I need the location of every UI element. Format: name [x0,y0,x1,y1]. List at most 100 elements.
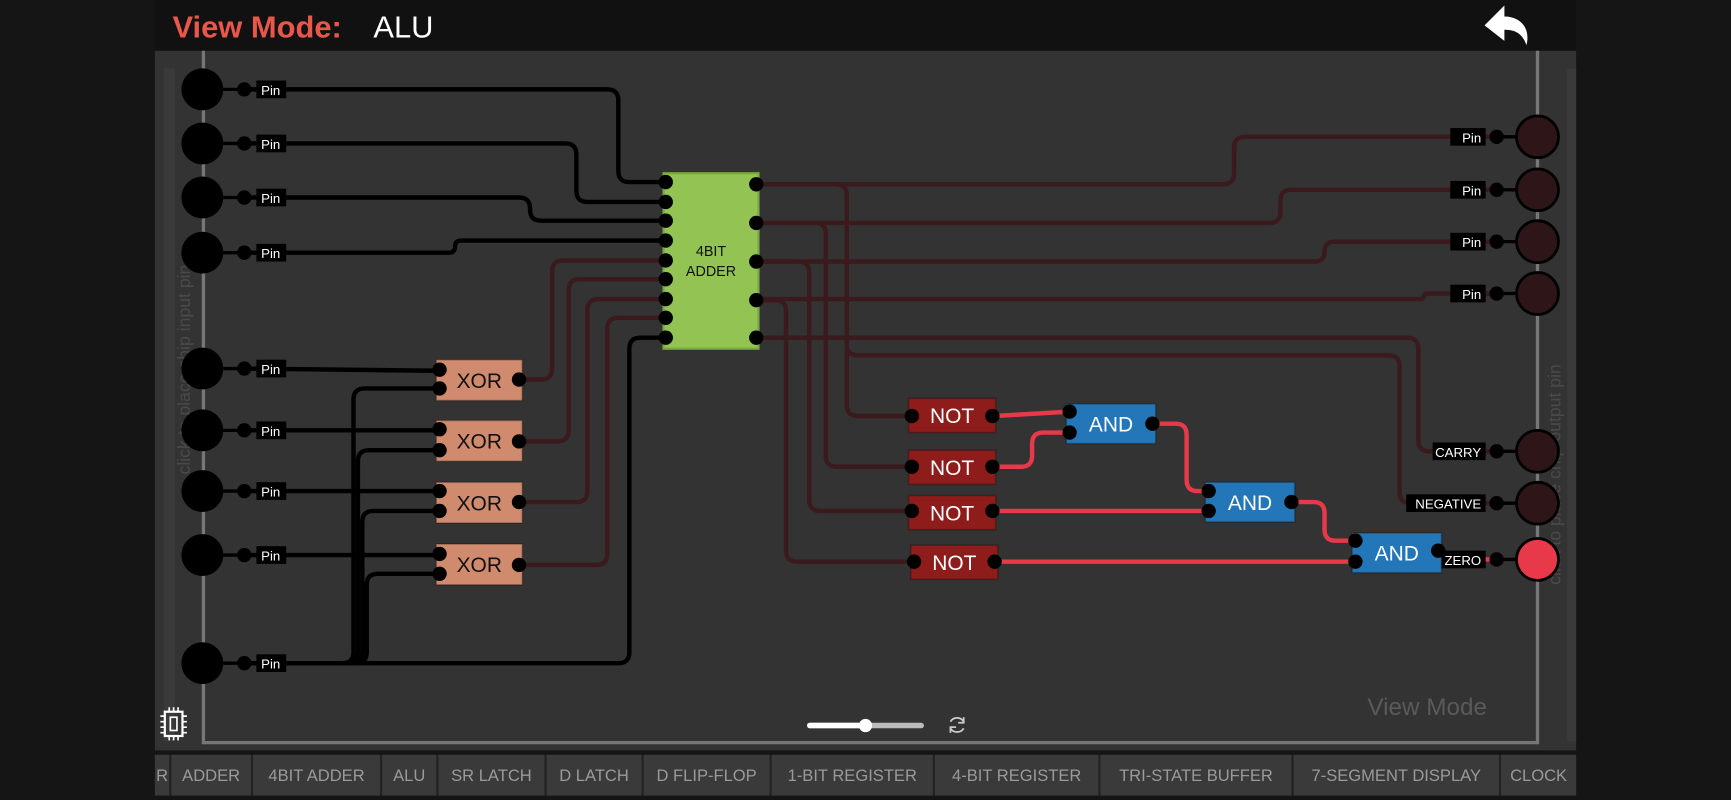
output-pin-strip[interactable] [1567,68,1577,742]
pin-connector[interactable] [658,213,673,228]
and-gate[interactable] [1351,532,1443,574]
pin-connector[interactable] [511,494,527,510]
pin-connector[interactable] [658,291,673,307]
pin-connector[interactable] [749,254,764,269]
pin-connector[interactable] [1489,129,1504,144]
input-pin-toggle[interactable] [181,642,224,685]
wire[interactable] [242,87,668,185]
and-gate[interactable] [1065,403,1157,445]
wire[interactable] [844,328,911,419]
input-pin-toggle[interactable] [181,68,224,111]
pin-connector[interactable] [1489,444,1504,459]
pin-connector[interactable] [658,310,673,325]
xor-gate[interactable] [435,419,524,463]
pin-connector[interactable] [987,554,1002,569]
tab-alu[interactable]: ALU [382,754,437,796]
pin-connector[interactable] [237,423,252,438]
zoom-slider-knob[interactable] [858,718,873,733]
pin-connector[interactable] [432,362,447,377]
pin-connector[interactable] [237,136,252,151]
pin-connector[interactable] [749,292,764,308]
tab-sr-latch[interactable]: SR LATCH [438,754,545,796]
xor-gate[interactable] [435,358,524,402]
wire[interactable] [242,571,440,666]
tab-7-segment-display[interactable]: 7-SEGMENT DISPLAY [1293,754,1499,796]
wire[interactable] [242,335,668,666]
pin-connector[interactable] [432,566,447,581]
input-pin-toggle[interactable] [181,534,224,576]
xor-gate[interactable] [435,543,524,586]
pin-connector[interactable] [658,233,673,248]
pin-connector[interactable] [658,194,673,210]
pin-connector[interactable] [237,190,252,205]
pin-connector[interactable] [1431,543,1446,558]
pin-connector[interactable] [511,557,527,573]
pin-connector[interactable] [432,422,447,437]
wire[interactable] [1289,499,1358,543]
input-pin-toggle[interactable] [181,122,224,165]
pin-connector[interactable] [1145,416,1160,431]
input-pin-strip[interactable] [163,68,175,742]
pin-connector[interactable] [511,434,527,449]
pin-connector[interactable] [658,253,673,268]
not-gate[interactable] [909,544,999,581]
pin-connector[interactable] [985,503,1000,519]
4bit-adder-chip[interactable] [662,172,760,350]
wire[interactable] [992,430,1073,469]
pin-connector[interactable] [1284,494,1299,510]
wire[interactable] [517,276,668,444]
wire[interactable] [754,187,1499,226]
tab-4-bit-register[interactable]: 4-BIT REGISTER [935,754,1099,796]
pin-connector[interactable] [237,82,252,97]
and-gate[interactable] [1204,481,1296,523]
wire[interactable] [754,291,1499,302]
pin-connector[interactable] [511,372,527,387]
wire[interactable] [242,195,668,223]
wire[interactable] [517,315,668,568]
pin-connector[interactable] [658,272,673,287]
pin-connector[interactable] [432,483,447,499]
not-gate[interactable] [907,397,997,434]
xor-gate[interactable] [435,481,524,524]
input-pin-toggle[interactable] [181,409,224,452]
pin-connector[interactable] [749,215,764,231]
wire[interactable] [754,182,1499,506]
zoom-slider[interactable] [807,718,924,733]
wire[interactable] [517,296,668,505]
wire[interactable] [1152,421,1211,494]
pin-connector[interactable] [237,547,252,563]
pin-connector[interactable] [904,503,920,519]
pin-connector[interactable] [906,554,922,569]
wire[interactable] [242,141,668,205]
tab-1-bit-register[interactable]: 1-BIT REGISTER [771,754,933,796]
pin-connector[interactable] [1062,404,1077,419]
wire[interactable] [754,239,1499,264]
reset-view-icon[interactable] [949,717,965,733]
tab-tri-state-buffer[interactable]: TRI-STATE BUFFER [1100,754,1292,796]
undo-arrow-icon[interactable] [1484,5,1528,46]
pin-connector[interactable] [432,546,447,562]
input-pin-toggle[interactable] [181,176,224,219]
pin-connector[interactable] [1062,425,1077,440]
wire[interactable] [992,409,1073,419]
pin-connector[interactable] [985,459,1000,474]
pin-connector[interactable] [432,503,447,519]
pin-connector[interactable] [1201,503,1216,519]
pin-connector[interactable] [1489,552,1504,567]
pin-connector[interactable] [1489,286,1504,301]
pin-connector[interactable] [432,443,447,458]
wire[interactable] [517,258,668,382]
input-pin-toggle[interactable] [181,231,224,274]
pin-connector[interactable] [658,330,673,345]
pin-connector[interactable] [237,656,252,671]
pin-connector[interactable] [1201,483,1216,499]
chip-icon[interactable] [160,707,187,741]
not-gate[interactable] [907,494,997,531]
canvas[interactable] [154,50,1577,751]
input-pin-toggle[interactable] [181,470,224,512]
tab-r[interactable]: R [154,754,170,796]
wire[interactable] [754,335,1499,454]
wire[interactable] [754,259,911,514]
wire[interactable] [242,238,668,255]
pin-connector[interactable] [237,361,252,376]
